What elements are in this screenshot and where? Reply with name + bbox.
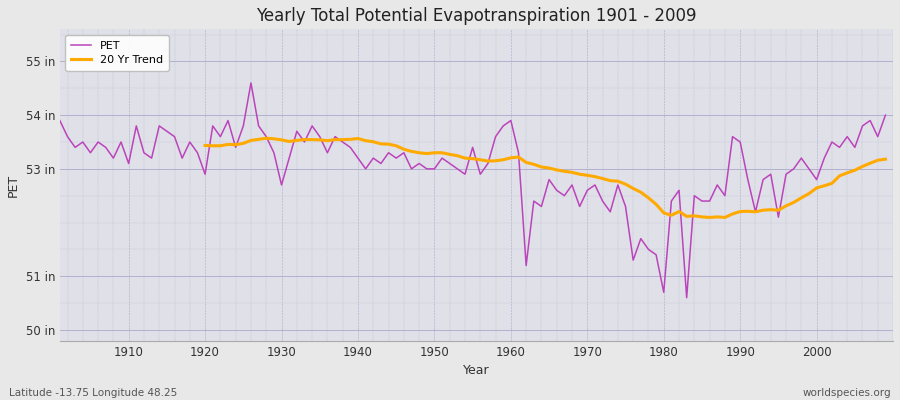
Line: 20 Yr Trend: 20 Yr Trend (205, 138, 886, 218)
20 Yr Trend (299, 137, 310, 142)
20 Yr Trend (780, 204, 791, 208)
Line: PET: PET (60, 83, 886, 298)
PET (246, 80, 256, 85)
Legend: PET, 20 Yr Trend: PET, 20 Yr Trend (66, 35, 168, 71)
PET (880, 113, 891, 118)
PET (55, 118, 66, 123)
PET (506, 118, 517, 123)
PET (605, 209, 616, 214)
PET (513, 150, 524, 155)
20 Yr Trend (796, 196, 806, 200)
20 Yr Trend (261, 136, 272, 141)
20 Yr Trend (880, 157, 891, 162)
20 Yr Trend (704, 215, 715, 220)
Text: Latitude -13.75 Longitude 48.25: Latitude -13.75 Longitude 48.25 (9, 388, 177, 398)
PET (292, 129, 302, 134)
Y-axis label: PET: PET (7, 173, 20, 196)
20 Yr Trend (414, 150, 425, 155)
20 Yr Trend (681, 214, 692, 219)
X-axis label: Year: Year (464, 364, 490, 377)
20 Yr Trend (200, 143, 211, 148)
PET (115, 140, 126, 144)
20 Yr Trend (865, 161, 876, 166)
PET (681, 295, 692, 300)
Text: worldspecies.org: worldspecies.org (803, 388, 891, 398)
PET (338, 140, 348, 144)
Title: Yearly Total Potential Evapotranspiration 1901 - 2009: Yearly Total Potential Evapotranspiratio… (256, 7, 697, 25)
